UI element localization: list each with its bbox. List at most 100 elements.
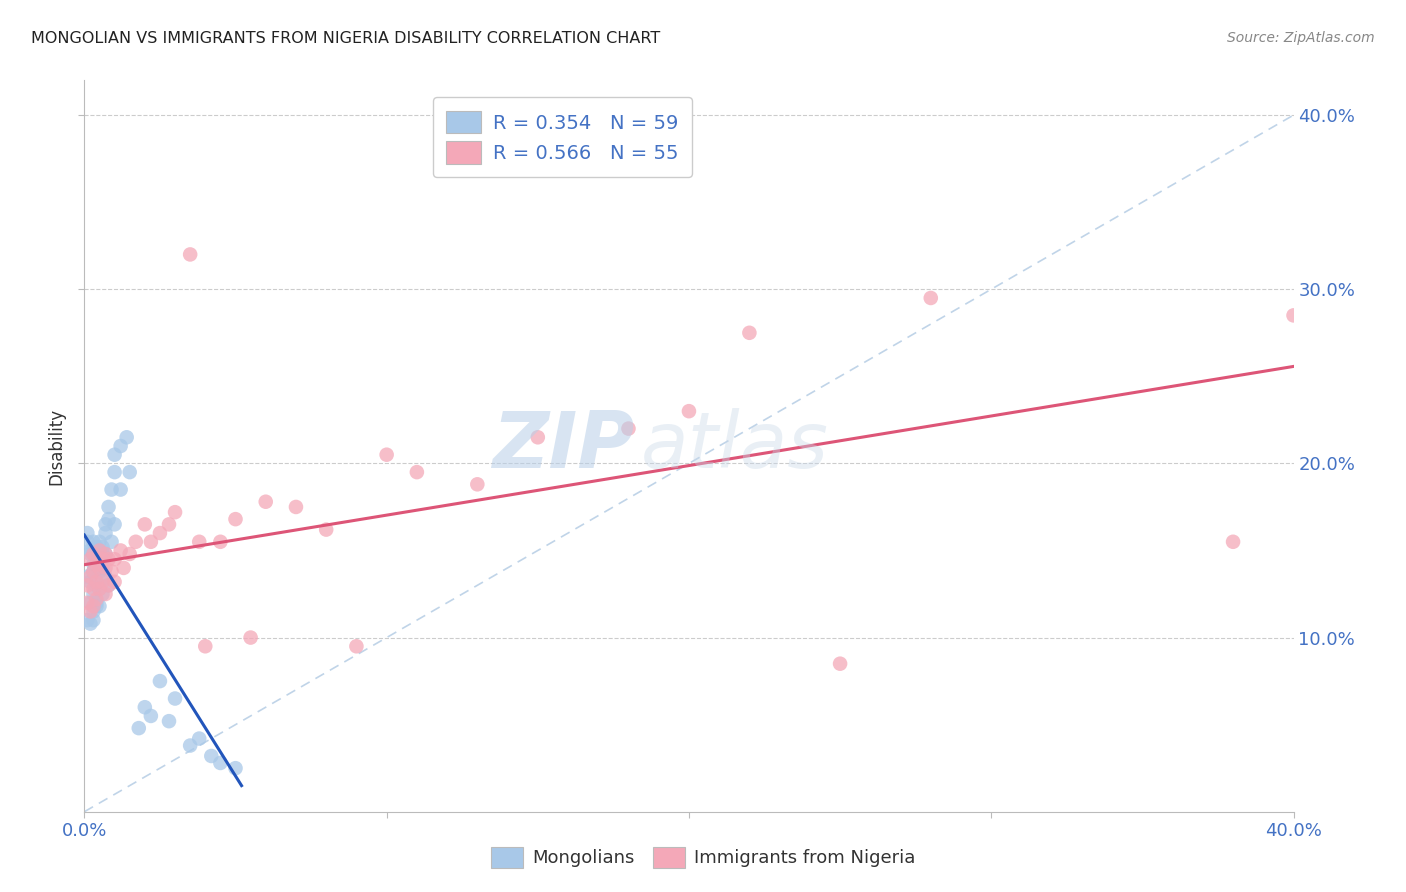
Text: Source: ZipAtlas.com: Source: ZipAtlas.com bbox=[1227, 31, 1375, 45]
Point bbox=[82, 599, 104, 614]
Point bbox=[285, 500, 308, 514]
Point bbox=[1222, 534, 1244, 549]
Point bbox=[91, 561, 114, 575]
Point bbox=[86, 596, 108, 610]
Point bbox=[79, 574, 101, 589]
Point bbox=[188, 731, 211, 746]
Point bbox=[82, 582, 104, 596]
Point bbox=[86, 565, 108, 579]
Point bbox=[97, 552, 120, 566]
Point bbox=[225, 761, 247, 775]
Point bbox=[97, 500, 120, 514]
Point bbox=[209, 756, 232, 770]
Point bbox=[115, 430, 138, 444]
Point bbox=[94, 547, 117, 561]
Point bbox=[100, 565, 122, 579]
Text: ZIP: ZIP bbox=[492, 408, 634, 484]
Point bbox=[86, 578, 108, 592]
Point bbox=[79, 552, 101, 566]
Point bbox=[86, 540, 108, 554]
Point bbox=[76, 569, 98, 583]
Point bbox=[139, 709, 162, 723]
Point bbox=[128, 721, 150, 735]
Point bbox=[79, 616, 101, 631]
Point bbox=[165, 691, 187, 706]
Point bbox=[82, 547, 104, 561]
Point bbox=[225, 512, 247, 526]
Point bbox=[86, 574, 108, 589]
Point bbox=[94, 561, 117, 575]
Point bbox=[86, 599, 108, 614]
Point bbox=[209, 534, 232, 549]
Point bbox=[76, 578, 98, 592]
Point bbox=[149, 526, 172, 541]
Point bbox=[79, 604, 101, 618]
Point bbox=[86, 558, 108, 572]
Point bbox=[527, 430, 550, 444]
Point bbox=[830, 657, 852, 671]
Point bbox=[157, 714, 180, 728]
Point bbox=[89, 565, 111, 579]
Point bbox=[200, 749, 222, 764]
Point bbox=[82, 558, 104, 572]
Point bbox=[89, 534, 111, 549]
Point bbox=[89, 582, 111, 596]
Y-axis label: Disability: Disability bbox=[48, 408, 66, 484]
Point bbox=[254, 494, 277, 508]
Point bbox=[91, 552, 114, 566]
Point bbox=[79, 547, 101, 561]
Point bbox=[110, 439, 132, 453]
Point bbox=[112, 561, 135, 575]
Point bbox=[89, 599, 111, 614]
Point bbox=[194, 640, 217, 654]
Point bbox=[86, 592, 108, 607]
Point bbox=[346, 640, 368, 654]
Point bbox=[89, 582, 111, 596]
Point bbox=[104, 465, 127, 479]
Point bbox=[91, 540, 114, 554]
Point bbox=[315, 523, 337, 537]
Point bbox=[76, 613, 98, 627]
Point bbox=[134, 700, 156, 714]
Point bbox=[100, 534, 122, 549]
Point bbox=[188, 534, 211, 549]
Point bbox=[118, 465, 141, 479]
Point bbox=[94, 526, 117, 541]
Point bbox=[157, 517, 180, 532]
Point bbox=[97, 578, 120, 592]
Point bbox=[1282, 309, 1305, 323]
Point bbox=[118, 547, 141, 561]
Point bbox=[79, 596, 101, 610]
Point bbox=[94, 517, 117, 532]
Point bbox=[76, 596, 98, 610]
Point bbox=[82, 547, 104, 561]
Point bbox=[467, 477, 489, 491]
Point bbox=[179, 739, 201, 753]
Point bbox=[678, 404, 700, 418]
Point bbox=[82, 587, 104, 601]
Point bbox=[89, 558, 111, 572]
Legend: Mongolians, Immigrants from Nigeria: Mongolians, Immigrants from Nigeria bbox=[479, 836, 927, 879]
Text: atlas: atlas bbox=[641, 408, 828, 484]
Text: MONGOLIAN VS IMMIGRANTS FROM NIGERIA DISABILITY CORRELATION CHART: MONGOLIAN VS IMMIGRANTS FROM NIGERIA DIS… bbox=[31, 31, 661, 46]
Point bbox=[79, 543, 101, 558]
Point bbox=[82, 604, 104, 618]
Point bbox=[89, 561, 111, 575]
Point bbox=[738, 326, 761, 340]
Point bbox=[239, 631, 262, 645]
Point bbox=[97, 512, 120, 526]
Point bbox=[76, 534, 98, 549]
Legend: R = 0.354   N = 59, R = 0.566   N = 55: R = 0.354 N = 59, R = 0.566 N = 55 bbox=[433, 97, 692, 178]
Point bbox=[91, 587, 114, 601]
Point bbox=[82, 613, 104, 627]
Point bbox=[82, 534, 104, 549]
Point bbox=[104, 574, 127, 589]
Point bbox=[82, 565, 104, 579]
Point bbox=[110, 543, 132, 558]
Point bbox=[104, 552, 127, 566]
Point bbox=[86, 552, 108, 566]
Point bbox=[82, 565, 104, 579]
Point bbox=[89, 543, 111, 558]
Point bbox=[94, 569, 117, 583]
Point bbox=[165, 505, 187, 519]
